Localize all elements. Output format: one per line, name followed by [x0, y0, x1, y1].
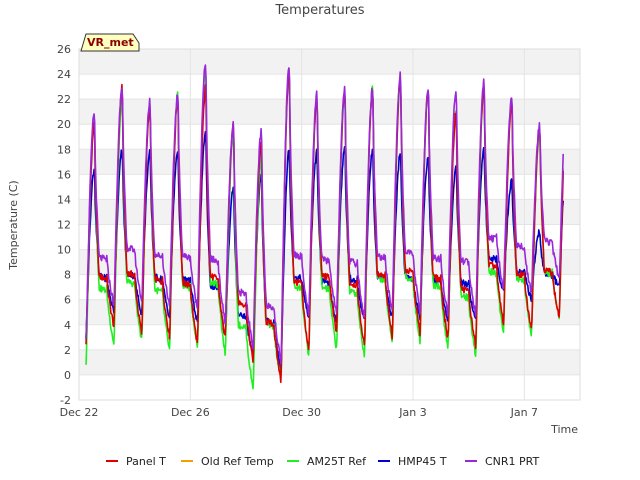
- y-tick-label: 20: [57, 118, 71, 131]
- legend-item: Panel T: [106, 455, 166, 468]
- background-band: [79, 124, 580, 150]
- background-band: [79, 299, 580, 325]
- x-tick-label: Jan 3: [398, 406, 426, 419]
- cnr1-prt-series-line: [85, 64, 564, 365]
- y-tick-label: 26: [57, 43, 71, 56]
- y-tick-label: 4: [64, 319, 71, 332]
- y-tick-label: 14: [57, 193, 71, 206]
- background-band: [79, 174, 580, 200]
- hmp45-t-series-line: [85, 130, 564, 371]
- background-band: [79, 374, 580, 400]
- y-tick-label: 10: [57, 244, 71, 257]
- x-axis-label: Time: [550, 423, 578, 436]
- station-badge: VR_met: [80, 33, 140, 52]
- x-tick-label: Dec 30: [282, 406, 321, 419]
- y-tick-label: -2: [60, 394, 71, 407]
- legend-label: Panel T: [126, 455, 166, 468]
- legend-label: CNR1 PRT: [485, 455, 540, 468]
- background-band: [79, 324, 580, 350]
- y-tick-label: 18: [57, 143, 71, 156]
- background-band: [79, 74, 580, 100]
- chart-title: Temperatures: [274, 3, 364, 18]
- x-axis-ticks: Dec 22 Dec 26 Dec 30 Jan 3 Jan 7: [60, 406, 538, 419]
- x-tick-label: Jan 7: [510, 406, 538, 419]
- badge-shape: [80, 33, 140, 52]
- background-band: [79, 349, 580, 375]
- plot-area: [78, 48, 581, 401]
- legend-label: HMP45 T: [398, 455, 447, 468]
- legend-item: CNR1 PRT: [465, 455, 540, 468]
- background-band: [79, 199, 580, 225]
- y-tick-label: 22: [57, 93, 71, 106]
- x-tick-label: Dec 22: [60, 406, 99, 419]
- legend-item: AM25T Ref: [287, 455, 367, 468]
- legend-label: AM25T Ref: [307, 455, 367, 468]
- legend-item: HMP45 T: [378, 455, 447, 468]
- legend-label: Old Ref Temp: [201, 455, 274, 468]
- legend-item: Old Ref Temp: [181, 455, 274, 468]
- background-band: [79, 49, 580, 75]
- y-tick-label: 24: [57, 68, 71, 81]
- x-tick-label: Dec 26: [171, 406, 210, 419]
- background-band: [79, 149, 580, 175]
- y-tick-label: 8: [64, 269, 71, 282]
- badge-label: VR_met: [87, 36, 134, 49]
- y-tick-label: 12: [57, 219, 71, 232]
- y-tick-label: 2: [64, 344, 71, 357]
- y-tick-label: 6: [64, 294, 71, 307]
- legend: Panel T Old Ref Temp AM25T Ref HMP45 T CNR1 …: [106, 455, 540, 468]
- y-tick-label: 0: [64, 369, 71, 382]
- y-tick-label: 16: [57, 168, 71, 181]
- background-band: [79, 99, 580, 125]
- series-lines: [85, 64, 564, 390]
- y-axis-label: Temperature (C): [7, 180, 20, 270]
